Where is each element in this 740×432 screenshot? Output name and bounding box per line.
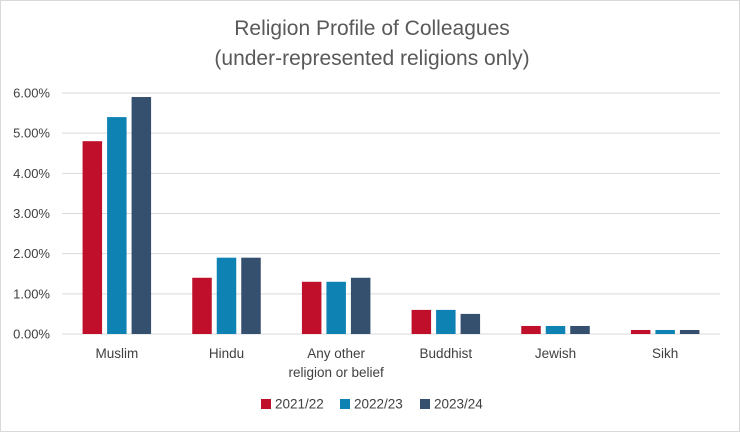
legend-label: 2023/24 [434,397,483,412]
bar-2023-24-2 [350,277,371,334]
bar-2023-24-4 [570,325,590,334]
x-axis-categories: Muslim Hindu Any other religion or belief Bu… [95,346,678,380]
legend-label: 2021/22 [275,397,324,412]
x-category-label: Jewish [535,346,576,361]
x-category-label: Sikh [652,346,678,361]
gridlines [62,92,720,335]
y-axis-ticks: 0.00% 1.00% 2.00% 3.00% 4.00% 5.00% 6.00% [13,86,50,342]
bar-2021-22-1 [192,277,212,334]
bar-2021-22-4 [521,325,541,334]
bar-2022-23-1 [216,257,237,334]
legend-label: 2022/23 [354,397,403,412]
legend-swatch [261,399,271,409]
bars [82,97,700,335]
legend-swatch [420,399,430,409]
y-tick-label: 6.00% [13,86,50,101]
bar-2022-23-0 [107,117,127,334]
y-tick-label: 5.00% [13,126,50,141]
x-category-label: Buddhist [420,346,473,361]
legend-item-2022-23[interactable]: 2022/23 [340,397,403,412]
x-category-label: Any other religion or belief [289,346,385,380]
bar-2021-22-2 [301,281,322,334]
chart-title-line-1: Religion Profile of Colleagues [234,17,510,40]
x-category-label: Muslim [95,346,138,361]
legend-swatch [340,399,350,409]
bar-2022-23-4 [545,325,566,334]
bar-2022-23-2 [326,281,346,334]
y-tick-label: 1.00% [13,286,50,301]
y-tick-label: 2.00% [13,246,50,261]
legend-item-2021-22[interactable]: 2021/22 [261,397,324,412]
bar-2021-22-0 [82,141,103,334]
y-tick-label: 3.00% [13,206,50,221]
legend[interactable]: 2021/22 2022/23 2023/24 [261,397,483,412]
bar-2022-23-5 [655,329,675,334]
bar-2023-24-0 [131,97,152,335]
bar-2022-23-3 [436,309,456,334]
bar-2021-22-5 [630,329,651,334]
bar-2023-24-3 [460,313,481,334]
x-category-label: Hindu [209,346,244,361]
bar-2023-24-1 [241,257,261,334]
bar-2021-22-3 [411,309,432,334]
legend-item-2023-24[interactable]: 2023/24 [420,397,483,412]
chart-title-line-2: (under-represented religions only) [214,47,529,70]
y-tick-label: 4.00% [13,166,50,181]
y-tick-label: 0.00% [13,327,50,342]
bar-2023-24-5 [679,329,700,334]
